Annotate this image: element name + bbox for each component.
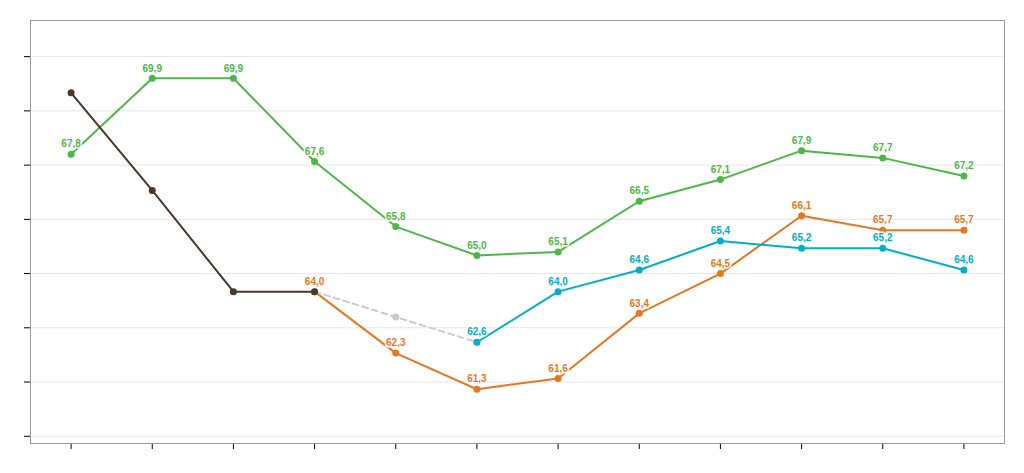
svg-text:67,8: 67,8 bbox=[61, 138, 81, 149]
svg-text:65,2: 65,2 bbox=[873, 232, 893, 243]
svg-text:63,4: 63,4 bbox=[630, 298, 650, 309]
svg-text:61,6: 61,6 bbox=[548, 363, 568, 374]
svg-text:66,1: 66,1 bbox=[792, 200, 812, 211]
svg-text:67,9: 67,9 bbox=[792, 135, 812, 146]
svg-text:64,5: 64,5 bbox=[711, 258, 731, 269]
svg-text:67,1: 67,1 bbox=[711, 164, 731, 175]
svg-text:65,1: 65,1 bbox=[548, 236, 568, 247]
svg-text:62,3: 62,3 bbox=[386, 337, 406, 348]
svg-text:65,8: 65,8 bbox=[386, 211, 406, 222]
svg-text:67,2: 67,2 bbox=[954, 160, 974, 171]
svg-text:65,2: 65,2 bbox=[792, 232, 812, 243]
svg-text:67,7: 67,7 bbox=[873, 142, 893, 153]
svg-text:62,6: 62,6 bbox=[467, 326, 487, 337]
svg-text:64,6: 64,6 bbox=[630, 254, 650, 265]
svg-text:61,3: 61,3 bbox=[467, 373, 487, 384]
svg-text:64,0: 64,0 bbox=[305, 276, 325, 287]
svg-text:65,0: 65,0 bbox=[467, 240, 487, 251]
svg-text:69,9: 69,9 bbox=[143, 63, 163, 74]
svg-text:69,9: 69,9 bbox=[224, 63, 244, 74]
svg-text:64,0: 64,0 bbox=[548, 276, 568, 287]
svg-text:65,7: 65,7 bbox=[954, 214, 974, 225]
svg-text:66,5: 66,5 bbox=[630, 185, 650, 196]
svg-text:65,4: 65,4 bbox=[711, 225, 731, 236]
svg-text:65,7: 65,7 bbox=[873, 214, 893, 225]
svg-text:67,6: 67,6 bbox=[305, 146, 325, 157]
svg-text:64,6: 64,6 bbox=[954, 254, 974, 265]
